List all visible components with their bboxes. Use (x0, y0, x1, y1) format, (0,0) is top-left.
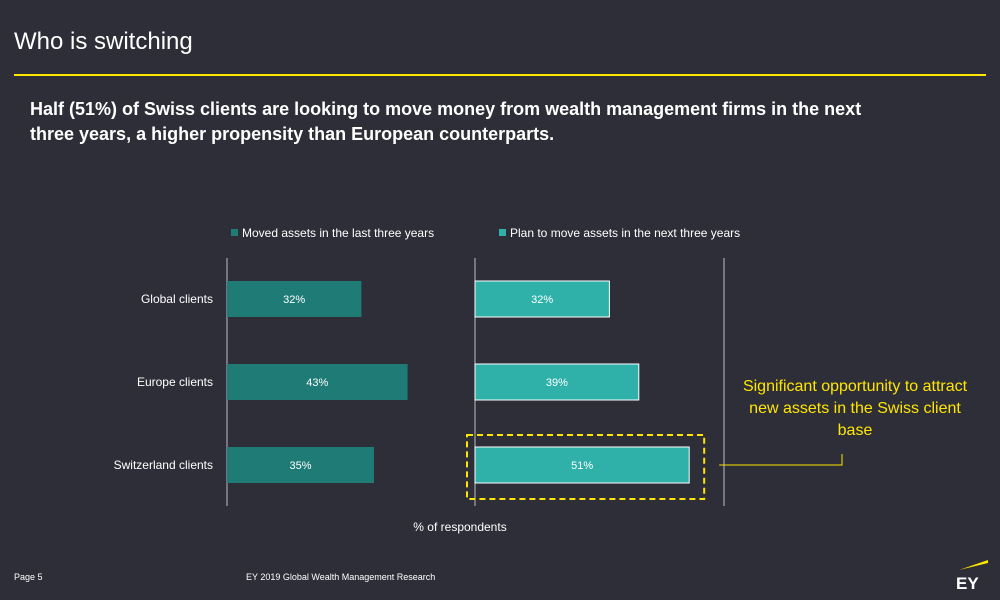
footer-source: EY 2019 Global Wealth Management Researc… (246, 572, 436, 582)
bar-0-2 (227, 447, 374, 483)
data-label-0-2: 35% (289, 460, 311, 472)
title-divider (14, 74, 986, 76)
ey-logo: EY (956, 560, 988, 591)
bar-1-0 (474, 280, 610, 318)
data-label-0-1: 43% (306, 377, 328, 389)
annotation-connector (719, 454, 843, 466)
page-number: Page 5 (14, 572, 43, 582)
legend-swatch-1 (499, 229, 506, 236)
svg-text:EY: EY (956, 574, 979, 591)
legend-label-0: Moved assets in the last three years (242, 226, 434, 240)
category-label-1: Europe clients (137, 375, 213, 389)
legend-label-1: Plan to move assets in the next three ye… (510, 226, 740, 240)
data-label-1-2: 51% (571, 460, 593, 472)
x-axis-label: % of respondents (413, 520, 506, 534)
page-title: Who is switching (14, 28, 193, 55)
highlight-box (466, 434, 706, 500)
bar-0-1 (227, 364, 408, 400)
page-subtitle: Half (51%) of Swiss clients are looking … (30, 99, 862, 144)
data-label-0-0: 32% (283, 294, 305, 306)
data-label-1-1: 39% (546, 377, 568, 389)
bar-0-0 (227, 281, 362, 317)
chart-annotation: Significant opportunity to attract new a… (742, 378, 968, 439)
category-label-2: Switzerland clients (114, 458, 213, 472)
bar-1-1 (474, 363, 640, 401)
bar-1-2 (474, 446, 690, 484)
data-label-1-0: 32% (531, 294, 553, 306)
category-label-0: Global clients (141, 292, 213, 306)
legend-swatch-0 (231, 229, 238, 236)
